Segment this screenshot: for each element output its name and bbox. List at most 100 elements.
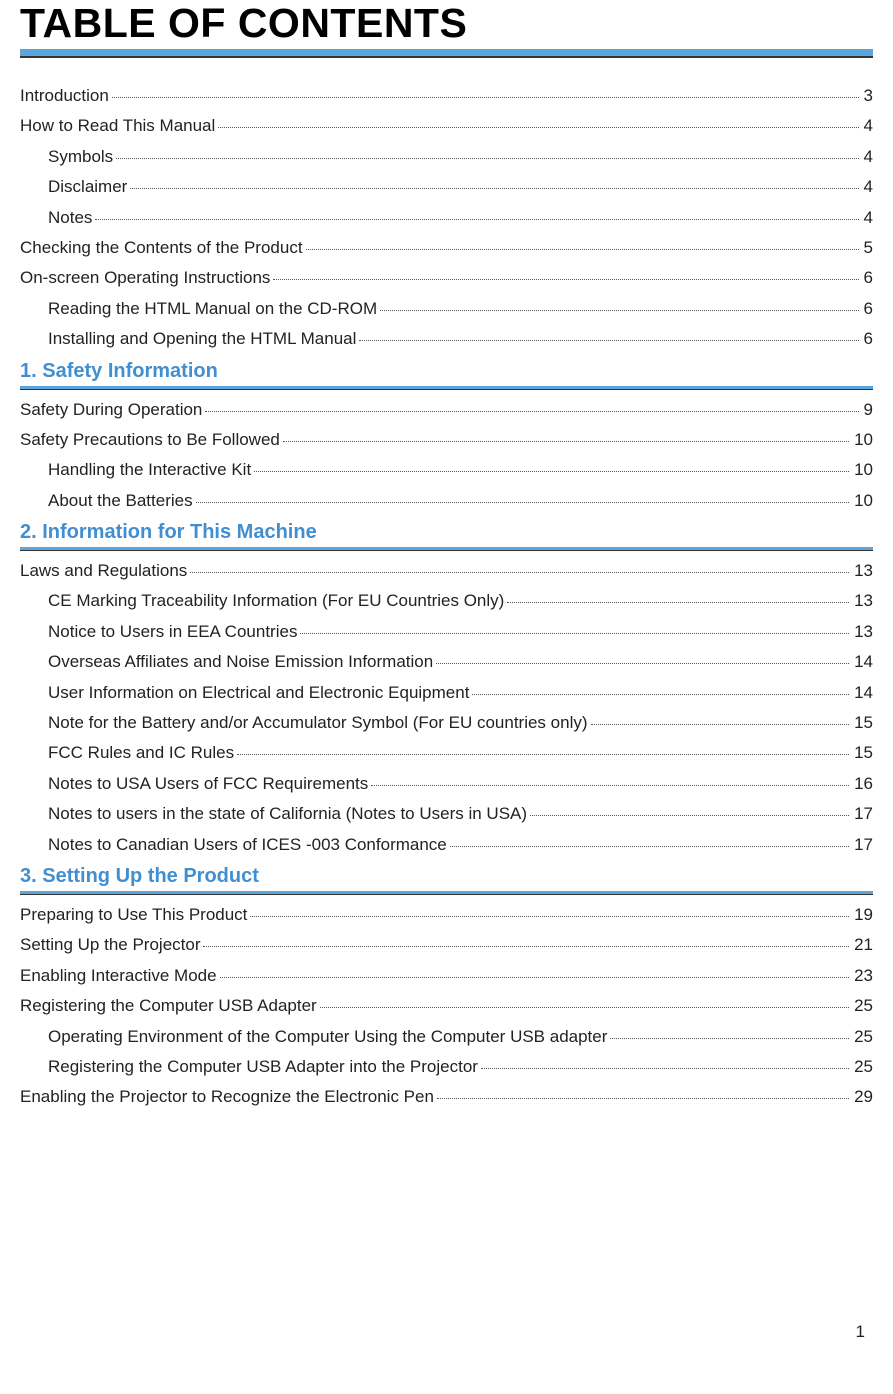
toc-label: Setting Up the Projector	[20, 935, 200, 955]
toc-page: 29	[852, 1087, 873, 1107]
toc-row: Enabling the Projector to Recognize the …	[20, 1087, 873, 1107]
title-underline	[20, 49, 873, 58]
toc-row: How to Read This Manual4	[20, 116, 873, 136]
toc-page: 17	[852, 835, 873, 855]
toc-label: Preparing to Use This Product	[20, 905, 247, 925]
toc-row: Overseas Affiliates and Noise Emission I…	[20, 652, 873, 672]
toc-row: Notes 4	[20, 208, 873, 228]
toc-row: Registering the Computer USB Adapter 25	[20, 996, 873, 1016]
toc-page: 4	[862, 147, 873, 167]
toc-dots	[371, 784, 849, 786]
toc-dots	[116, 157, 858, 159]
toc-dots	[436, 662, 849, 664]
toc-label: Notes to USA Users of FCC Requirements	[48, 774, 368, 794]
toc-page: 4	[862, 177, 873, 197]
toc-dots	[320, 1006, 849, 1008]
section-heading: 1. Safety Information	[20, 360, 873, 383]
toc-page: 16	[852, 774, 873, 794]
toc-page: 6	[862, 268, 873, 288]
toc-dots	[481, 1067, 849, 1069]
toc-label: Laws and Regulations	[20, 561, 187, 581]
toc-dots	[130, 187, 858, 189]
toc-row: Notes to users in the state of Californi…	[20, 804, 873, 824]
toc-page: 10	[852, 430, 873, 450]
toc-row: Operating Environment of the Computer Us…	[20, 1027, 873, 1047]
toc-dots	[112, 96, 859, 98]
toc-dots	[190, 571, 849, 573]
toc-row: Enabling Interactive Mode23	[20, 966, 873, 986]
toc-dots	[359, 339, 858, 341]
toc-page: 15	[852, 713, 873, 733]
toc-label: CE Marking Traceability Information (For…	[48, 591, 504, 611]
toc-page: 14	[852, 683, 873, 703]
toc-page: 25	[852, 1057, 873, 1077]
toc-label: Notes	[48, 208, 92, 228]
toc-dots	[437, 1097, 849, 1099]
toc-row: On-screen Operating Instructions 6	[20, 268, 873, 288]
toc-page: 21	[852, 935, 873, 955]
toc-label: Registering the Computer USB Adapter	[20, 996, 317, 1016]
toc-label: Operating Environment of the Computer Us…	[48, 1027, 607, 1047]
toc-page: 25	[852, 996, 873, 1016]
toc-dots	[610, 1037, 849, 1039]
toc-page: 6	[862, 299, 873, 319]
page-title: TABLE OF CONTENTS	[20, 0, 873, 47]
toc-page: 13	[852, 561, 873, 581]
toc-page: 3	[862, 86, 873, 106]
toc-dots	[273, 278, 858, 280]
section-underline	[20, 891, 873, 895]
toc-row: About the Batteries 10	[20, 491, 873, 511]
toc-label: Installing and Opening the HTML Manual	[48, 329, 356, 349]
toc-dots	[507, 601, 849, 603]
toc-page: 15	[852, 743, 873, 763]
toc-dots	[472, 693, 849, 695]
toc-row: Setting Up the Projector 21	[20, 935, 873, 955]
toc-label: About the Batteries	[48, 491, 193, 511]
toc-dots	[218, 126, 858, 128]
toc-dots	[254, 470, 849, 472]
toc-label: Notes to Canadian Users of ICES -003 Con…	[48, 835, 447, 855]
toc-page: 14	[852, 652, 873, 672]
toc-page: 19	[852, 905, 873, 925]
toc-row: Symbols 4	[20, 147, 873, 167]
section-underline	[20, 547, 873, 551]
toc-dots	[205, 410, 858, 412]
toc-dots	[300, 632, 849, 634]
toc-row: Note for the Battery and/or Accumulator …	[20, 713, 873, 733]
toc-label: Overseas Affiliates and Noise Emission I…	[48, 652, 433, 672]
toc-dots	[530, 814, 849, 816]
toc-page: 23	[852, 966, 873, 986]
toc-label: How to Read This Manual	[20, 116, 215, 136]
toc-dots	[283, 440, 849, 442]
toc-label: On-screen Operating Instructions	[20, 268, 270, 288]
toc-dots	[220, 976, 850, 978]
toc-row: CE Marking Traceability Information (For…	[20, 591, 873, 611]
toc-dots	[95, 218, 858, 220]
section-heading: 3. Setting Up the Product	[20, 865, 873, 888]
toc-page: 13	[852, 622, 873, 642]
toc-row: Introduction3	[20, 86, 873, 106]
toc-page: 13	[852, 591, 873, 611]
toc-row: FCC Rules and IC Rules15	[20, 743, 873, 763]
toc-page: 10	[852, 491, 873, 511]
toc-dots	[203, 945, 849, 947]
toc-dots	[196, 501, 849, 503]
toc-row: Safety Precautions to Be Followed10	[20, 430, 873, 450]
toc-row: Notes to Canadian Users of ICES -003 Con…	[20, 835, 873, 855]
toc-row: Disclaimer4	[20, 177, 873, 197]
toc-label: Handling the Interactive Kit	[48, 460, 251, 480]
toc-label: Symbols	[48, 147, 113, 167]
toc-dots	[306, 248, 859, 250]
toc-container: Introduction3How to Read This Manual4Sym…	[20, 86, 873, 1108]
toc-row: Notes to USA Users of FCC Requirements 16	[20, 774, 873, 794]
toc-label: Checking the Contents of the Product	[20, 238, 303, 258]
toc-row: Preparing to Use This Product 19	[20, 905, 873, 925]
toc-page: 17	[852, 804, 873, 824]
toc-label: Notice to Users in EEA Countries	[48, 622, 297, 642]
toc-page: 4	[862, 208, 873, 228]
toc-label: Note for the Battery and/or Accumulator …	[48, 713, 588, 733]
toc-row: Checking the Contents of the Product5	[20, 238, 873, 258]
toc-row: Reading the HTML Manual on the CD-ROM6	[20, 299, 873, 319]
toc-page: 6	[862, 329, 873, 349]
toc-row: Installing and Opening the HTML Manual 6	[20, 329, 873, 349]
